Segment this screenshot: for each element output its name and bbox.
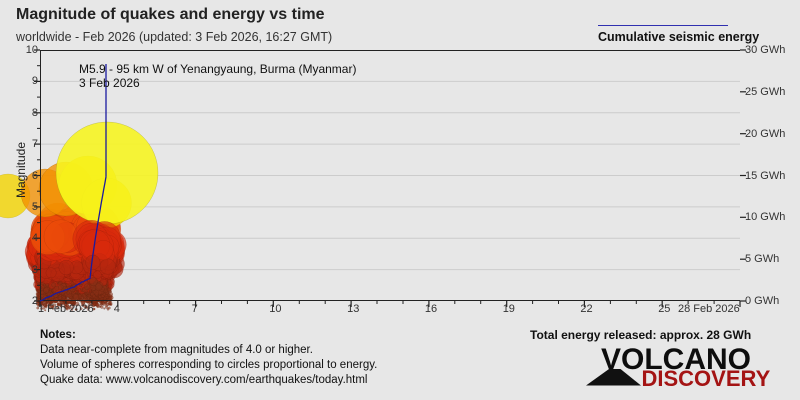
svg-text:DISCOVERY: DISCOVERY xyxy=(642,366,771,391)
